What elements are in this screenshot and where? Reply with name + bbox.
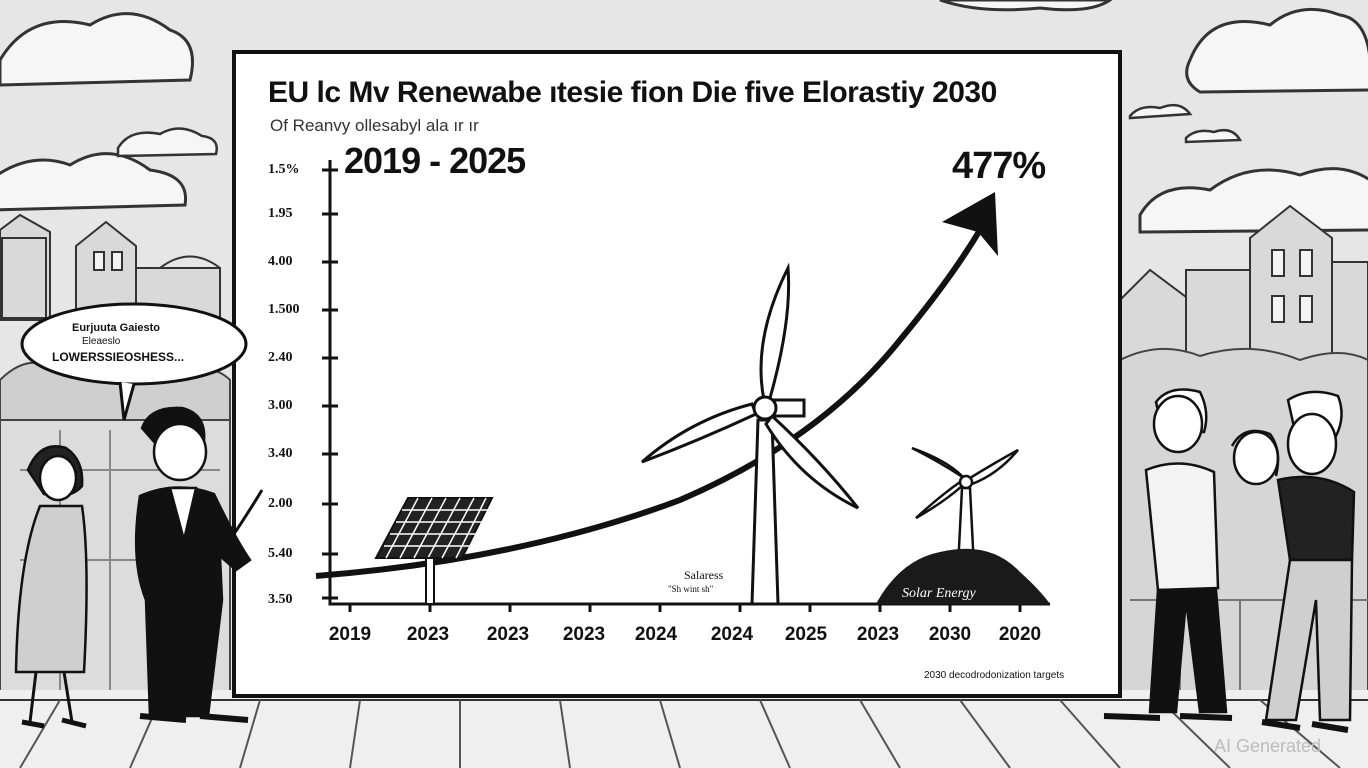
y-tick-label: 3.40 — [268, 446, 293, 461]
x-tick-label: 2023 — [856, 624, 900, 645]
man-pointing — [1261, 390, 1356, 733]
x-tick-label: 2025 — [784, 624, 828, 645]
y-tick-label: 1.95 — [268, 206, 293, 221]
y-tick-label: 2.00 — [268, 496, 293, 511]
cloud-mid — [116, 103, 1243, 158]
speech-bubble-shape — [20, 302, 248, 421]
businessman-figure — [134, 406, 264, 723]
x-tick-label: 2030 — [928, 624, 972, 645]
y-tick-label: 1.500 — [268, 302, 300, 317]
salaress-label: Salaress — [684, 568, 724, 582]
ai-generated-watermark: AI Generated — [1214, 736, 1322, 756]
speech-bubble-line: Eurjuuta Gaiesto — [72, 322, 161, 334]
x-tick-label: 2023 — [562, 624, 606, 645]
chart-axes — [322, 160, 1050, 612]
y-tick-label: 5.40 — [268, 546, 293, 561]
growth-curve — [315, 228, 983, 579]
cloud-left — [0, 12, 194, 212]
girl-figure — [1230, 429, 1280, 486]
chart-subtitle: Of Reanvy ollesabyl ala ır ır — [270, 116, 479, 135]
wind-sub-label: "Sh wint sh" — [668, 584, 714, 594]
x-tick-label: 2024 — [710, 624, 754, 645]
chart-title: EU lc Mv Renewabe ıtesie fion Die five E… — [268, 76, 997, 109]
targets-note: 2030 decodrodonization targets — [924, 670, 1065, 681]
y-tick-label: 1.5% — [268, 162, 300, 177]
chart-percent: 477% — [952, 145, 1046, 187]
x-tick-label: 2020 — [998, 624, 1042, 645]
y-tick-label: 3.50 — [268, 592, 293, 607]
solar-panel — [374, 497, 494, 605]
speech-bubble-line: Eleaeslo — [82, 336, 121, 347]
solar-energy-label: Solar Energy — [902, 586, 976, 601]
wind-turbine-large — [641, 262, 860, 606]
wooden-floor — [0, 690, 1368, 768]
x-tick-label: 2023 — [486, 624, 530, 645]
y-tick-label: 4.00 — [268, 254, 293, 269]
buildings-left — [0, 213, 221, 321]
y-tick-label: 3.00 — [268, 398, 293, 413]
growth-arrow-head — [942, 192, 998, 256]
x-tick-label: 2024 — [634, 624, 678, 645]
y-tick-label: 2.40 — [268, 350, 293, 365]
hill — [876, 548, 1050, 604]
cloud-right — [939, 0, 1368, 234]
x-tick-label: 2019 — [328, 624, 372, 645]
speech-bubble-line: LOWERSSIEOSHESS... — [52, 350, 185, 364]
man-looking-up — [1103, 388, 1233, 721]
chart-period: 2019 - 2025 — [344, 140, 526, 181]
x-tick-label: 2023 — [406, 624, 450, 645]
woman-figure — [14, 445, 88, 729]
